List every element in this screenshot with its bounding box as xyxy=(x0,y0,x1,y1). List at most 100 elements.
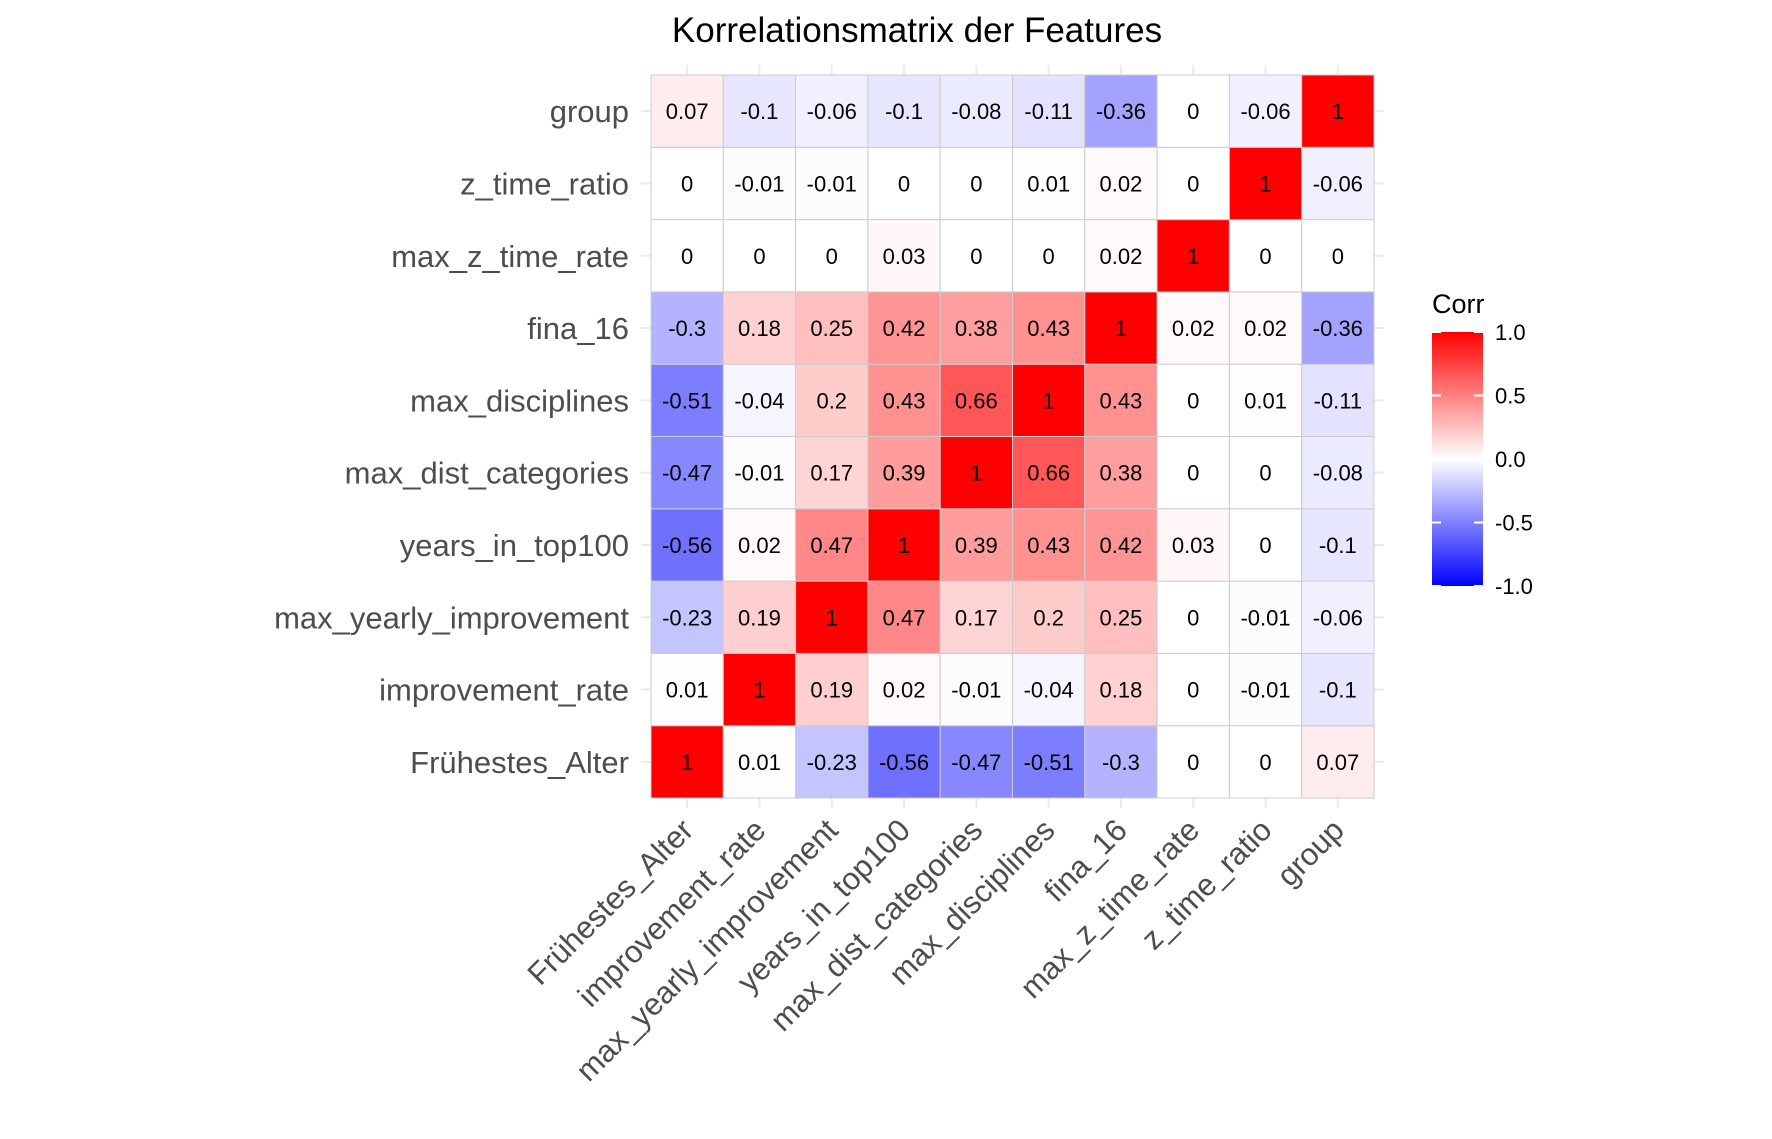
cell-value-label: -0.23 xyxy=(662,605,712,630)
cell-value-label: 0.02 xyxy=(1172,316,1215,341)
cell-value-label: 0.02 xyxy=(1100,171,1143,196)
cell-value-label: 0.17 xyxy=(810,461,853,486)
cell-value-label: -0.47 xyxy=(951,750,1001,775)
cell-value-label: 0.2 xyxy=(1033,605,1064,630)
cell-value-label: 0.02 xyxy=(1100,244,1143,269)
heatmap-cell xyxy=(1301,436,1375,510)
cell-value-label: 0 xyxy=(1187,171,1199,196)
cell-value-label: -0.56 xyxy=(662,533,712,558)
cell-value-label: -0.56 xyxy=(879,750,929,775)
legend-tick-label: 0.5 xyxy=(1495,384,1526,409)
heatmap-cell xyxy=(722,74,797,148)
heatmap-cell xyxy=(795,291,869,365)
heatmap-cell xyxy=(939,363,1014,438)
heatmap-cell xyxy=(867,219,941,293)
cell-value-label: 0.25 xyxy=(1100,605,1143,630)
cell-value-label: 0.2 xyxy=(816,388,847,413)
heatmap-cell xyxy=(867,508,941,582)
heatmap-cell xyxy=(1012,436,1086,510)
heatmap-cell xyxy=(1301,146,1375,221)
cell-value-label: 0.42 xyxy=(883,316,926,341)
cell-value-label: -0.01 xyxy=(951,678,1001,703)
cell-value-label: 0 xyxy=(1187,605,1199,630)
legend-title: Corr xyxy=(1432,289,1485,319)
y-tick-label: years_in_top100 xyxy=(400,528,629,563)
y-tick-label: max_dist_categories xyxy=(345,456,629,491)
heatmap-cell xyxy=(867,291,941,365)
heatmap-cell xyxy=(1012,580,1086,654)
heatmap-cell xyxy=(1228,363,1303,438)
heatmap-cell xyxy=(650,508,724,582)
cell-value-label: 0 xyxy=(1332,244,1344,269)
heatmap-cell xyxy=(1228,436,1303,510)
cell-value-label: 0.43 xyxy=(1027,316,1070,341)
heatmap-cell xyxy=(939,219,1014,293)
cell-value-label: 0 xyxy=(1187,99,1199,124)
cell-value-label: 1 xyxy=(753,678,765,703)
cell-value-label: 0.18 xyxy=(738,316,781,341)
heatmap-cell xyxy=(650,74,724,148)
legend-tick-label: -1.0 xyxy=(1495,574,1533,599)
cell-value-label: 0.43 xyxy=(883,388,926,413)
cell-value-label: -0.08 xyxy=(951,99,1001,124)
heatmap-cell xyxy=(1084,436,1158,510)
cell-value-label: 1 xyxy=(1259,171,1271,196)
cell-value-label: -0.36 xyxy=(1313,316,1363,341)
cell-value-label: 0 xyxy=(1259,750,1271,775)
cell-value-label: 0.43 xyxy=(1027,533,1070,558)
y-tick-label: z_time_ratio xyxy=(460,166,629,201)
heatmap-cell xyxy=(1156,291,1230,365)
heatmap-cell xyxy=(1228,652,1303,727)
heatmap-cell xyxy=(867,436,941,510)
cell-value-label: -0.08 xyxy=(1313,461,1363,486)
heatmap-cell xyxy=(795,725,869,799)
cell-value-label: 0.03 xyxy=(883,244,926,269)
heatmap-cell xyxy=(1301,508,1375,582)
x-axis-labels: Frühestes_Alterimprovement_ratemax_yearl… xyxy=(521,812,1351,1088)
cell-value-label: 0.02 xyxy=(1244,316,1287,341)
heatmap-cell xyxy=(722,291,797,365)
heatmap-cell xyxy=(1156,146,1230,221)
cell-value-label: 1 xyxy=(681,750,693,775)
heatmap-cell xyxy=(722,725,797,799)
heatmap-cell xyxy=(939,580,1014,654)
heatmap-cell xyxy=(1228,508,1303,582)
cell-value-label: -0.11 xyxy=(1024,99,1073,124)
cell-value-label: -0.04 xyxy=(1024,678,1074,703)
heatmap-cell xyxy=(650,436,724,510)
cell-value-label: 0 xyxy=(1187,461,1199,486)
cell-value-label: 0.03 xyxy=(1172,533,1215,558)
heatmap-cell xyxy=(1012,652,1086,727)
cell-value-label: 0 xyxy=(681,244,693,269)
heatmap-cell xyxy=(795,74,869,148)
heatmap-cell xyxy=(722,363,797,438)
cell-value-label: -0.06 xyxy=(1313,605,1363,630)
heatmap-cell xyxy=(1084,652,1158,727)
y-tick-label: improvement_rate xyxy=(379,673,629,708)
cell-value-label: -0.01 xyxy=(807,171,857,196)
cell-value-label: 0.39 xyxy=(955,533,998,558)
cell-value-label: 0.43 xyxy=(1100,388,1143,413)
cell-value-label: 0 xyxy=(1187,750,1199,775)
cell-value-label: 1 xyxy=(898,533,910,558)
heatmap-cell xyxy=(1084,508,1158,582)
heatmap-cell xyxy=(795,652,869,727)
heatmap-cell xyxy=(1012,363,1086,438)
cell-value-label: -0.3 xyxy=(668,316,706,341)
cell-value-label: 1 xyxy=(826,605,838,630)
heatmap-cell xyxy=(650,363,724,438)
heatmap-cell xyxy=(1228,725,1303,799)
cell-value-label: 0.01 xyxy=(1244,388,1287,413)
heatmap-cell xyxy=(1156,508,1230,582)
cell-value-label: 0.01 xyxy=(738,750,781,775)
cell-value-label: 0 xyxy=(1259,533,1271,558)
cell-value-label: -0.01 xyxy=(1240,678,1290,703)
heatmap-cell xyxy=(1084,291,1158,365)
heatmap-cell xyxy=(795,436,869,510)
cell-value-label: 0.07 xyxy=(666,99,709,124)
heatmap-cell xyxy=(1084,74,1158,148)
cell-value-label: -0.47 xyxy=(662,461,712,486)
heatmap-cells xyxy=(650,74,1375,799)
cell-value-label: -0.01 xyxy=(1240,605,1290,630)
heatmap-cell xyxy=(1156,652,1230,727)
